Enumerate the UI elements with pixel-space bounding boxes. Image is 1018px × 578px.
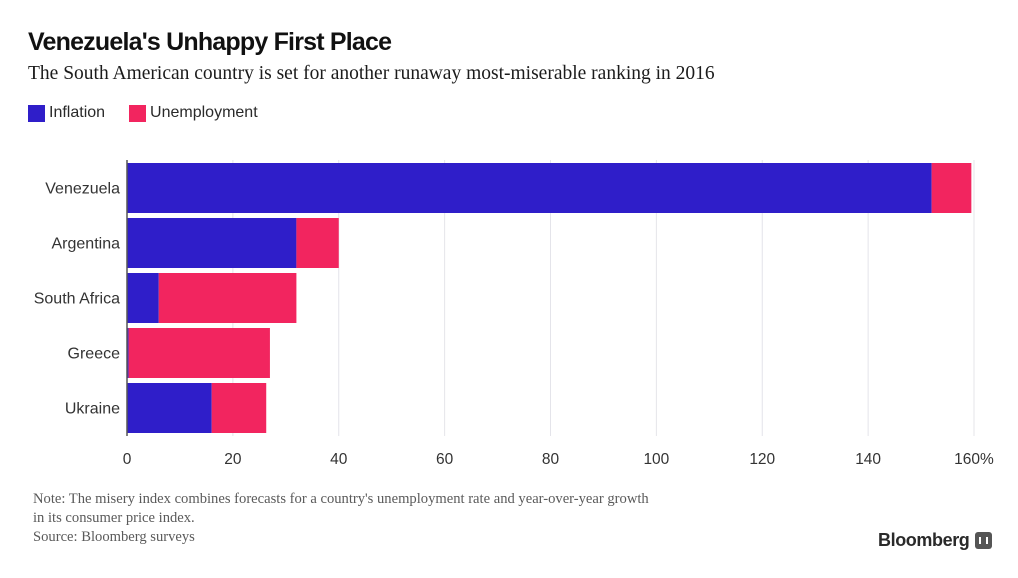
bar-inflation [127, 218, 297, 268]
brand-label: Bloomberg [878, 530, 970, 550]
legend-item-unemployment: Unemployment [129, 104, 258, 122]
brand-logo: Bloomberg [878, 530, 993, 551]
y-category-label: Venezuela [45, 181, 120, 198]
x-tick-label: 140 [855, 451, 881, 468]
chart-title: Venezuela's Unhappy First Place [28, 28, 392, 56]
y-category-label: Greece [68, 346, 121, 363]
bar-inflation [127, 328, 129, 378]
x-tick-label: 60 [436, 451, 454, 468]
legend-label-unemployment: Unemployment [150, 104, 258, 121]
legend-swatch-unemployment [129, 104, 147, 122]
source-line: Source: Bloomberg surveys [33, 529, 195, 545]
x-tick-label: 0 [123, 451, 132, 468]
x-tick-label: 80 [542, 451, 560, 468]
bar-inflation [127, 383, 212, 433]
bar-inflation [127, 273, 159, 323]
bar-unemployment [296, 218, 339, 268]
bar-unemployment [211, 383, 267, 433]
bar-unemployment [931, 163, 972, 213]
legend-item-inflation: Inflation [28, 104, 105, 122]
y-category-label: South Africa [34, 291, 120, 308]
y-category-label: Ukraine [65, 401, 120, 418]
bar-unemployment [128, 328, 270, 378]
chart-subtitle: The South American country is set for an… [28, 63, 715, 84]
legend-swatch-inflation [28, 104, 45, 122]
x-tick-label: 40 [330, 451, 348, 468]
bar-inflation [127, 163, 932, 213]
x-tick-label: 160% [954, 451, 994, 468]
y-category-label: Argentina [52, 236, 121, 253]
chart-note: Note: The misery index combines forecast… [33, 490, 853, 547]
note-line-2: in its consumer price index. [33, 510, 195, 526]
x-tick-label: 100 [643, 451, 669, 468]
legend-label-inflation: Inflation [49, 104, 106, 121]
x-tick-label: 20 [224, 451, 242, 468]
bar-unemployment [158, 273, 297, 323]
x-tick-label: 120 [749, 451, 775, 468]
bloomberg-chart-icon [975, 532, 993, 549]
note-line-1: Note: The misery index combines forecast… [33, 491, 649, 507]
legend: Inflation Unemployment [28, 104, 282, 122]
